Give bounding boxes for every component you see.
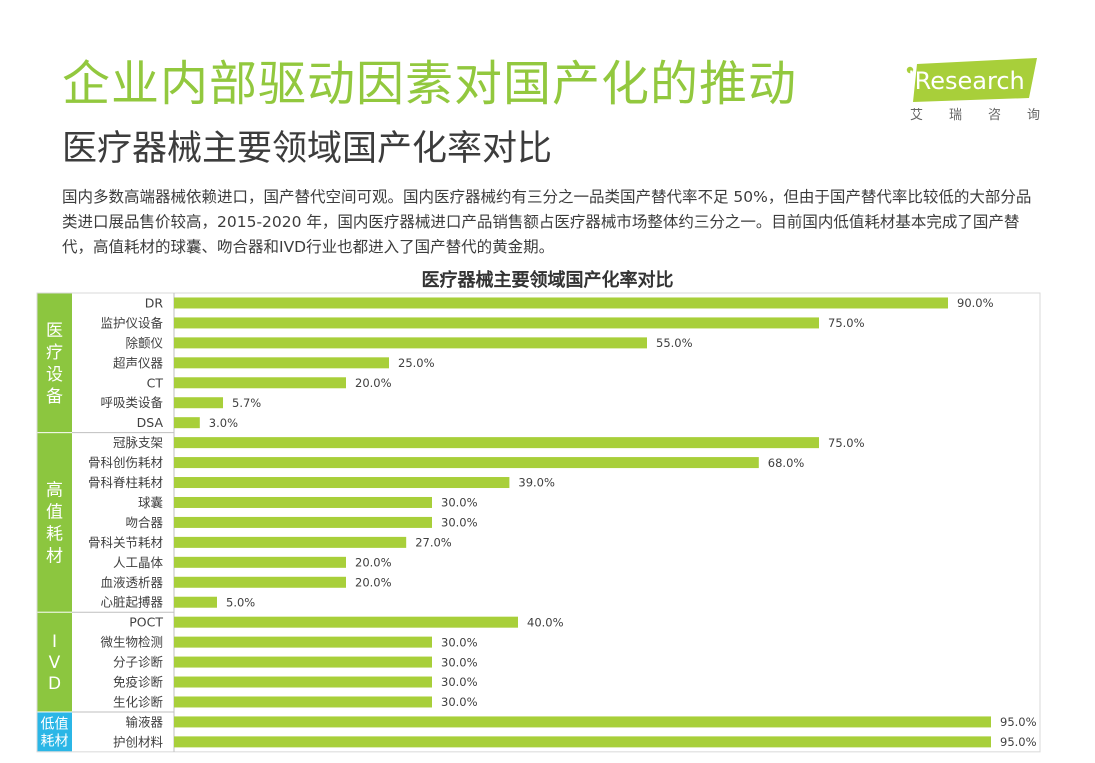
bar	[174, 317, 819, 329]
chart-frame	[36, 292, 1041, 753]
category-label: 呼吸类设备	[100, 395, 163, 410]
group-label: I	[52, 632, 57, 652]
data-label: 90.0%	[957, 296, 994, 310]
data-label: 75.0%	[828, 316, 865, 330]
group-label: 值	[46, 503, 63, 523]
bar	[174, 357, 389, 369]
page-subtitle: 医疗器械主要领域国产化率对比	[62, 129, 553, 169]
svg-text:iResearch: iResearch	[908, 67, 1025, 95]
data-label: 39.0%	[518, 476, 555, 490]
data-label: 30.0%	[441, 675, 478, 689]
group-label: 耗	[46, 525, 63, 545]
data-label: 20.0%	[355, 575, 392, 589]
category-label: 吻合器	[125, 515, 163, 530]
category-label: DSA	[137, 415, 164, 430]
group-label: 高	[46, 481, 63, 501]
intro-paragraph: 国内多数高端器械依赖进口，国产替代空间可观。国内医疗器械约有三分之一品类国产替代…	[62, 188, 1032, 256]
category-label: 超声仪器	[113, 355, 164, 370]
data-label: 27.0%	[415, 536, 452, 550]
group-label: D	[48, 674, 61, 694]
logo-sub-char: 咨	[987, 108, 1001, 123]
category-label: 监护仪设备	[100, 315, 163, 330]
data-label: 68.0%	[768, 456, 805, 470]
bar	[174, 536, 407, 548]
data-label: 20.0%	[355, 376, 392, 390]
group-label: 耗材	[41, 733, 69, 749]
bar	[174, 656, 432, 668]
category-label: 护创材料	[113, 734, 164, 749]
bar	[174, 437, 819, 449]
page-title: 企业内部驱动因素对国产化的推动	[62, 56, 798, 112]
category-label: 球囊	[138, 495, 163, 510]
bar	[174, 616, 518, 628]
group-label: V	[49, 653, 61, 673]
bar	[174, 297, 948, 309]
bar	[174, 596, 217, 608]
data-label: 3.0%	[209, 416, 238, 430]
category-label: 骨科关节耗材	[88, 535, 163, 550]
group-label: 医	[46, 321, 63, 341]
logo-subtitle: 艾 瑞 咨 询	[910, 104, 1040, 123]
chart-title: 医疗器械主要领域国产化率对比	[421, 270, 674, 291]
category-label: 血液透析器	[100, 575, 163, 590]
group-band	[37, 293, 72, 433]
category-label: 骨科创伤耗材	[88, 455, 163, 470]
logo-sub-char: 询	[1026, 108, 1040, 123]
data-label: 40.0%	[527, 615, 564, 629]
data-label: 30.0%	[441, 635, 478, 649]
data-label: 30.0%	[441, 695, 478, 709]
bar	[174, 417, 200, 429]
data-label: 30.0%	[441, 516, 478, 530]
data-label: 75.0%	[828, 436, 865, 450]
category-label: DR	[145, 295, 164, 310]
data-label: 30.0%	[441, 655, 478, 669]
data-label: 55.0%	[656, 336, 693, 350]
group-label: 备	[46, 387, 63, 407]
data-label: 95.0%	[1000, 735, 1037, 749]
category-label: 输液器	[125, 714, 163, 729]
bar	[174, 716, 991, 728]
group-band	[37, 712, 72, 752]
bar	[174, 676, 432, 688]
data-label: 5.7%	[232, 396, 261, 410]
bar	[174, 496, 432, 508]
category-label: 微生物检测	[100, 635, 163, 650]
logo-sub-char: 瑞	[948, 108, 962, 123]
category-label: 生化诊断	[113, 694, 163, 709]
iresearch-logo: iResearch	[906, 58, 1037, 102]
group-band	[37, 612, 72, 712]
bar	[174, 516, 432, 528]
bar	[174, 397, 224, 409]
data-label: 25.0%	[398, 356, 435, 370]
bar	[174, 457, 759, 469]
data-label: 30.0%	[441, 496, 478, 510]
bar	[174, 696, 432, 708]
group-band	[37, 433, 72, 612]
category-label: POCT	[129, 615, 163, 630]
data-label: 5.0%	[226, 595, 255, 609]
bar	[174, 576, 346, 588]
bar	[174, 736, 991, 748]
bar	[174, 337, 647, 349]
category-label: 冠脉支架	[113, 435, 163, 450]
group-label: 疗	[46, 343, 63, 363]
bar	[174, 477, 510, 489]
category-label: CT	[147, 375, 164, 390]
group-label: 低值	[41, 716, 69, 732]
data-label: 95.0%	[1000, 715, 1037, 729]
category-label: 心脏起搏器	[100, 595, 163, 610]
data-label: 20.0%	[355, 556, 392, 570]
logo-sub-char: 艾	[910, 108, 924, 123]
bar	[174, 636, 432, 648]
bar	[174, 556, 346, 568]
category-label: 免疫诊断	[113, 675, 163, 690]
category-label: 分子诊断	[113, 655, 163, 670]
category-label: 除颤仪	[125, 335, 163, 350]
group-label: 设	[46, 365, 63, 385]
group-label: 材	[46, 547, 63, 567]
bar	[174, 377, 346, 389]
category-label: 人工晶体	[113, 555, 164, 570]
category-label: 骨科脊柱耗材	[88, 475, 163, 490]
